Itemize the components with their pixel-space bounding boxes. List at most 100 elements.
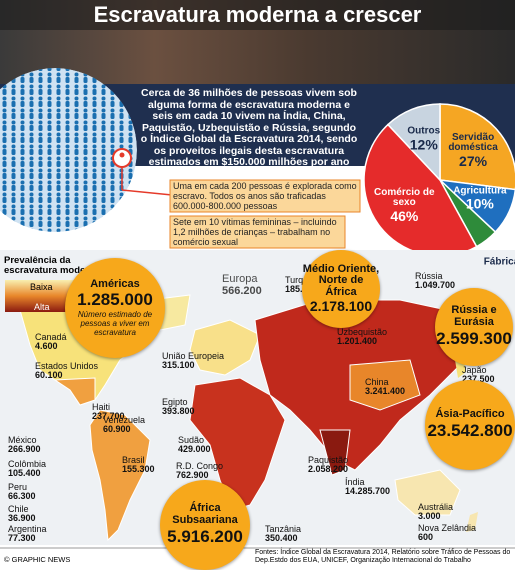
pie-label-name: Agricultura	[453, 185, 507, 197]
country-label: Austrália 3.000	[418, 502, 454, 522]
region-name: Médio Oriente, Norte de África	[302, 262, 380, 298]
sources: Fontes: Índice Global da Escravatura 201…	[255, 549, 511, 564]
country-name: Sudão	[178, 435, 205, 445]
land	[319, 429, 351, 476]
country-value: 350.400	[265, 533, 298, 544]
pie-label-name: Outros	[407, 125, 441, 137]
country-name: Canadá	[35, 332, 67, 342]
credit: © GRAPHIC NEWS	[4, 555, 71, 564]
country-value: 60.100	[35, 370, 63, 381]
country-value: 77.300	[8, 533, 36, 544]
title-band	[0, 0, 515, 30]
country-label: México 266.900	[8, 435, 41, 455]
note: Uma em cada 200 pessoas é explorada como…	[173, 181, 357, 211]
country-value: 393.800	[162, 406, 195, 417]
region-value: 2.178.100	[309, 298, 373, 315]
country-label: China 3.241.400	[365, 377, 406, 397]
country-name: Nova Zelândia	[418, 523, 477, 533]
country-value: 237.500	[462, 374, 495, 385]
pie-label-value: 10%	[465, 195, 494, 212]
region-name: Rússia e Eurásia	[451, 304, 497, 328]
land	[349, 359, 421, 411]
pie-label-name: Comércio de sexo	[374, 187, 435, 209]
country-value: 105.400	[8, 468, 41, 479]
country-value: 3.000	[418, 511, 441, 522]
region-name: Ásia-Pacífico	[435, 408, 505, 421]
pie-slice	[439, 103, 515, 191]
region-name: Américas	[90, 277, 140, 290]
country-label: Estados Unidos 60.100	[35, 361, 99, 381]
land	[394, 469, 461, 516]
country-label: Egipto 393.800	[162, 397, 195, 417]
country-label: Sudão 429.000	[178, 435, 211, 455]
country-value: 36.900	[8, 513, 36, 524]
country-value: 155.300	[122, 464, 155, 475]
title: Escravatura moderna a crescer	[93, 2, 422, 27]
pie-label-name: Fábricas	[483, 256, 515, 268]
country-label: Peru 66.300	[8, 482, 36, 502]
country-label: Chile 36.900	[8, 504, 36, 524]
country-label: Venezuela 60.900	[103, 415, 145, 435]
country-value: 66.300	[8, 491, 36, 502]
country-name: Brasil	[122, 455, 145, 465]
intro-text: Cerca de 36 milhões de pessoas vivem sob…	[140, 87, 358, 169]
pie-label-value: 46%	[390, 208, 419, 225]
note: Sete em 10 vítimas femininas – incluindo…	[173, 217, 337, 247]
country-label: Nova Zelândia 600	[418, 523, 477, 543]
region-name: África Subsaariana	[172, 502, 238, 526]
country-name: Índia	[345, 477, 365, 487]
region-value: 5.916.200	[167, 526, 243, 546]
region-bubble: Américas 1.285.000 Número estimado de pe…	[65, 258, 165, 358]
pie-label: Comércio de sexo 46%	[367, 187, 441, 225]
country-name: R.D. Congo	[176, 461, 224, 471]
country-name: Japão	[462, 365, 487, 375]
land	[189, 319, 261, 376]
country-label: Argentina 77.300	[8, 524, 47, 544]
country-name: Colômbia	[8, 459, 47, 469]
region-note: Número estimado de pessoas a viver em es…	[77, 310, 153, 338]
country-label: Europa 566.200	[222, 273, 262, 297]
country-name: Tanzânia	[265, 524, 302, 534]
country-name: Peru	[8, 482, 28, 492]
region-bubble: Médio Oriente, Norte de África 2.178.100	[302, 250, 380, 328]
country-name: Austrália	[418, 502, 454, 512]
country-name: União Europeia	[162, 351, 225, 361]
pie-slice	[386, 103, 441, 182]
pie-label: Servidão doméstica 27%	[436, 132, 510, 169]
land	[466, 512, 478, 532]
country-label: Índia 14.285.700	[345, 477, 390, 497]
pie-label: Agricultura 10%	[443, 185, 515, 212]
country-name: Uzbequistão	[337, 327, 388, 337]
legend-title: Prevalência da escravatura moderna	[4, 255, 101, 277]
country-name: Turquia	[285, 275, 316, 285]
country-value: 4.600	[35, 341, 58, 352]
legend-high: Alta	[34, 302, 50, 312]
pie-label: Outros 12%	[387, 126, 461, 151]
country-label: Haiti 237.700	[92, 402, 125, 422]
country-value: 600	[418, 532, 434, 543]
country-name: Estados Unidos	[35, 361, 99, 371]
country-value: 566.200	[222, 284, 262, 297]
country-label: R.D. Congo 762.900	[176, 461, 224, 481]
country-value: 762.900	[176, 470, 209, 481]
people-circle	[0, 68, 137, 232]
land	[53, 377, 96, 406]
country-name: Rússia	[415, 271, 443, 281]
country-value: 3.241.400	[365, 386, 406, 397]
country-label: Japão 237.500	[462, 365, 495, 385]
country-name: Paquistão	[308, 455, 349, 465]
land	[189, 377, 286, 511]
country-value: 429.000	[178, 444, 211, 455]
country-name: Argentina	[8, 524, 47, 534]
pie-label-name: Servidão doméstica	[448, 132, 498, 154]
country-label: Canadá 4.600	[35, 332, 67, 352]
country-name: Egipto	[162, 397, 188, 407]
pie-label-value: 12%	[409, 135, 438, 152]
region-value: 2.599.300	[436, 328, 512, 348]
region-bubble: Rússia e Eurásia 2.599.300	[435, 288, 513, 366]
region-bubble: África Subsaariana 5.916.200	[160, 480, 250, 570]
country-value: 60.900	[103, 424, 131, 435]
note-box	[169, 179, 361, 213]
